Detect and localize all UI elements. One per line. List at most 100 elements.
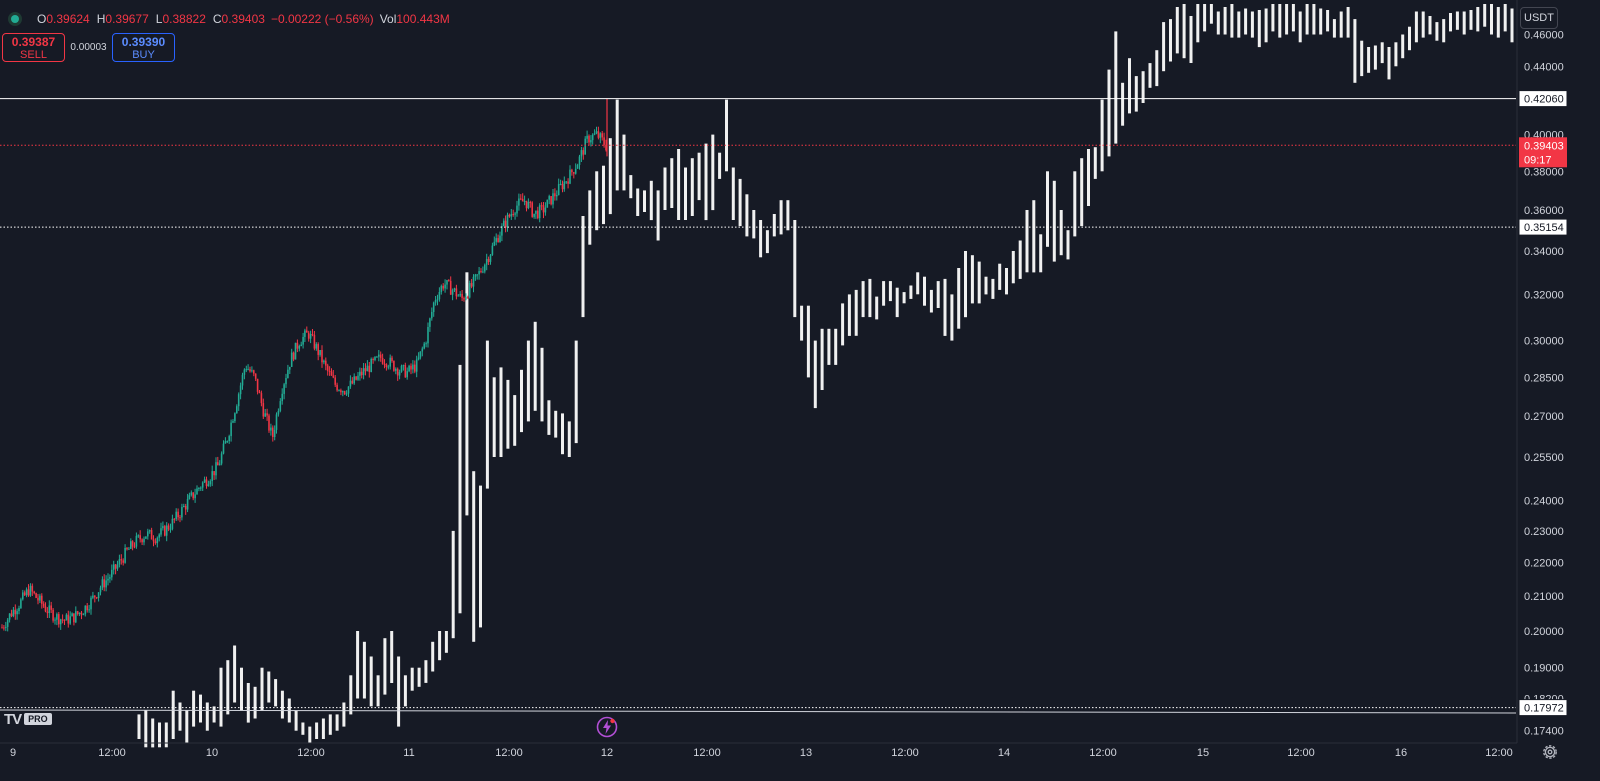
- overlay-bar: [923, 276, 926, 306]
- overlay-bar: [1312, 4, 1316, 35]
- time-tick-label: 9: [10, 747, 16, 759]
- overlay-bar: [677, 149, 681, 220]
- overlay-bar: [205, 702, 209, 731]
- overlay-bar: [670, 158, 674, 208]
- overlay-bar: [977, 261, 981, 304]
- candle-body: [224, 441, 227, 444]
- candle-body: [319, 350, 321, 355]
- candle-body: [550, 196, 552, 205]
- overlay-bar: [1018, 240, 1022, 279]
- time-tick-label: 12:00: [693, 747, 721, 759]
- candle-body: [160, 528, 162, 535]
- overlay-bar: [1066, 230, 1070, 260]
- currency-button[interactable]: USDT: [1520, 7, 1558, 29]
- overlay-bar: [854, 289, 858, 336]
- candle-body: [431, 312, 433, 319]
- overlay-bar: [663, 167, 667, 210]
- overlay-bar: [813, 340, 817, 409]
- candle-body: [571, 169, 573, 173]
- overlay-bar-series: [137, 4, 1514, 748]
- lightning-icon[interactable]: [596, 716, 618, 738]
- overlay-bar: [793, 220, 797, 318]
- candle-body: [404, 365, 407, 378]
- logo-mark: TV: [4, 710, 22, 728]
- candle-body: [518, 198, 520, 206]
- candle-body: [150, 530, 153, 540]
- candle-body: [54, 619, 56, 621]
- overlay-bar: [1455, 11, 1459, 30]
- overlay-bar: [875, 296, 879, 320]
- tradingview-logo[interactable]: TV PRO: [4, 710, 52, 728]
- price-level-label[interactable]: 0.17972: [1524, 703, 1564, 715]
- overlay-bar: [718, 152, 722, 179]
- overlay-bar: [629, 175, 633, 199]
- overlay-bar: [561, 413, 564, 455]
- candle-body: [527, 202, 530, 209]
- candle-body: [254, 373, 257, 379]
- price-tick-label: 0.46000: [1524, 30, 1564, 42]
- overlay-bar: [1264, 8, 1268, 43]
- candle-body: [275, 414, 278, 430]
- candle-body: [425, 343, 427, 345]
- overlay-bar: [1408, 26, 1411, 51]
- candle-body: [10, 613, 13, 617]
- candle-body: [143, 538, 145, 543]
- price-level-label[interactable]: 0.35154: [1524, 222, 1564, 234]
- overlay-bar: [526, 340, 530, 422]
- candle-body: [162, 526, 164, 529]
- candle-body: [521, 198, 524, 202]
- overlay-bar: [772, 214, 776, 237]
- status-dot-icon[interactable]: [8, 12, 22, 26]
- overlay-bar: [1059, 210, 1063, 256]
- candle-body: [590, 140, 592, 143]
- overlay-bar: [1353, 19, 1357, 83]
- overlay-bar: [1319, 8, 1323, 35]
- overlay-bar: [1435, 22, 1439, 41]
- candle-body: [103, 579, 105, 588]
- candle-body: [173, 518, 176, 520]
- overlay-bar: [752, 210, 756, 239]
- candle-body: [164, 526, 166, 536]
- candle-body: [234, 413, 236, 422]
- sell-button[interactable]: 0.39387 SELL: [2, 33, 65, 62]
- candle-body: [307, 332, 310, 339]
- gear-icon[interactable]: [1541, 743, 1559, 761]
- price-axis[interactable]: 0.460000.440000.400000.380000.360000.340…: [1524, 30, 1564, 738]
- candle-body: [217, 462, 219, 466]
- candle-body: [353, 376, 355, 384]
- price-axis-bg: [1517, 0, 1600, 781]
- price-tick-label: 0.38000: [1524, 166, 1564, 178]
- bar-countdown: 09:17: [1524, 154, 1552, 166]
- candle-body: [472, 276, 475, 287]
- overlay-bar: [1175, 7, 1179, 54]
- overlay-bar: [841, 303, 845, 346]
- candle-body: [158, 534, 160, 538]
- time-tick-label: 12:00: [891, 747, 919, 759]
- candle-body: [61, 619, 64, 621]
- overlay-bar: [902, 292, 906, 304]
- candle-body: [389, 357, 391, 367]
- candle-body: [148, 530, 151, 532]
- candle-body: [209, 481, 212, 485]
- overlay-bar: [178, 702, 182, 731]
- price-level-label[interactable]: 0.42060: [1524, 94, 1564, 106]
- candle-body: [326, 365, 329, 371]
- overlay-bar: [636, 188, 640, 216]
- overlay-bar: [970, 255, 974, 304]
- buy-button[interactable]: 0.39390 BUY: [112, 33, 175, 62]
- candle-body: [126, 548, 128, 550]
- candle-body: [510, 214, 513, 217]
- price-tick-label: 0.27000: [1524, 411, 1564, 423]
- overlay-bar: [1046, 171, 1049, 247]
- candle-body: [489, 254, 492, 262]
- overlay-bar: [233, 645, 237, 703]
- candle-body: [183, 506, 185, 507]
- trend-line[interactable]: [0, 709, 1517, 714]
- overlay-bar: [1189, 16, 1193, 63]
- overlay-bar: [417, 667, 421, 687]
- time-axis[interactable]: 9 12:00 10 12:00 11 12:00 12 12:00 13 12:00 14 12:0…: [10, 747, 1513, 759]
- candle-body: [559, 183, 562, 185]
- candle-body: [478, 271, 480, 275]
- open-key: O: [37, 12, 47, 26]
